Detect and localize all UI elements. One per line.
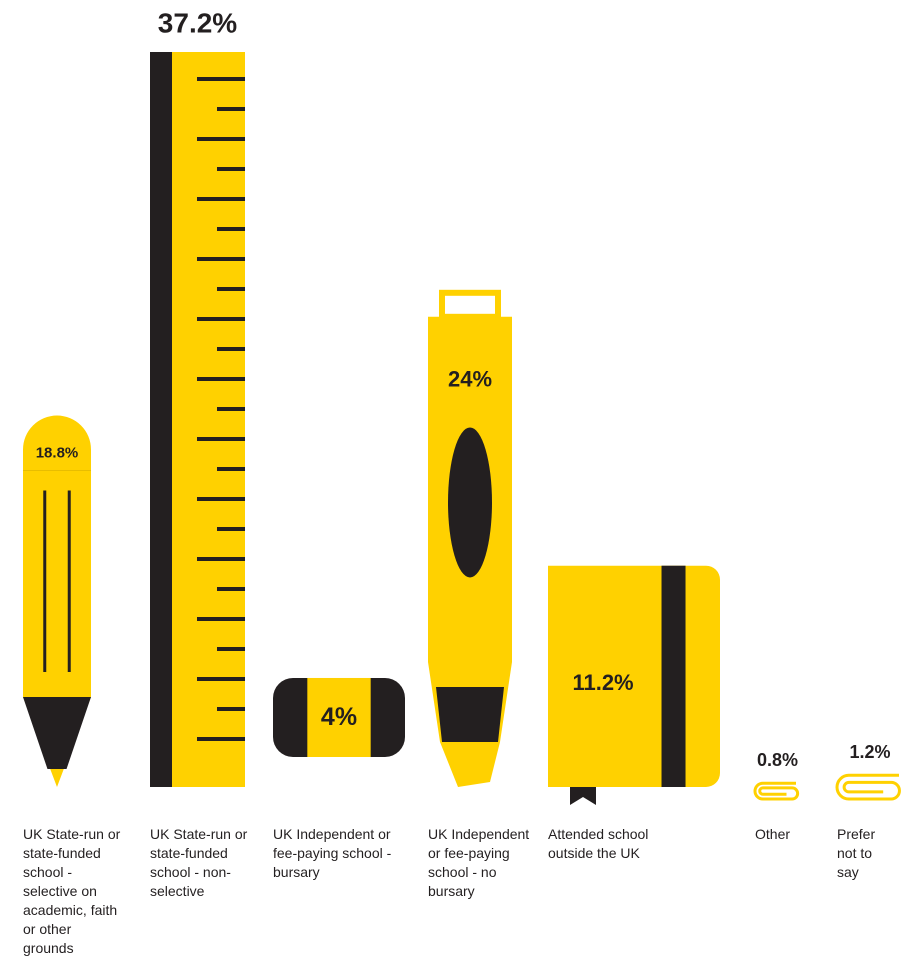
pencil-body: [23, 415, 91, 787]
ruler-tick: [197, 557, 245, 561]
ruler-tick: [197, 377, 245, 381]
highlighter-window: [448, 427, 492, 578]
category-label: Prefer not to say: [837, 826, 876, 880]
category-label: UK Independent or fee-paying school - bu…: [273, 826, 392, 880]
ruler-tick: [217, 707, 245, 711]
pencil-tip: [23, 697, 91, 769]
ruler-tick: [217, 587, 245, 591]
ruler-tick: [197, 77, 245, 81]
ruler-tick: [197, 737, 245, 741]
ruler-tick: [217, 347, 245, 351]
value-label: 37.2%: [158, 7, 237, 38]
ruler-tick: [197, 317, 245, 321]
ruler-tick: [197, 617, 245, 621]
ruler-tick: [197, 197, 245, 201]
ruler-tick: [217, 107, 245, 111]
category-label: UK Independent or fee-paying school - no…: [428, 826, 530, 899]
ruler-tick: [197, 257, 245, 261]
eraser-sleeve: [307, 677, 371, 757]
ruler-tick: [197, 437, 245, 441]
value-label: 1.2%: [849, 742, 890, 762]
ruler-tick: [217, 527, 245, 531]
value-label: 4%: [321, 703, 357, 731]
value-label: 0.8%: [757, 750, 798, 770]
paperclip: [753, 781, 800, 801]
ruler-tick: [217, 467, 245, 471]
ruler-tick: [217, 287, 245, 291]
ruler-tick: [197, 497, 245, 501]
ruler-tick: [217, 407, 245, 411]
ruler-tick: [197, 137, 245, 141]
highlighter-cap: [439, 289, 501, 320]
category-label: Attended school outside the UK: [548, 826, 649, 861]
ruler-tick: [217, 167, 245, 171]
value-label: 18.8%: [36, 445, 79, 462]
ruler-tick: [197, 677, 245, 681]
category-label: Other: [755, 826, 791, 842]
paperclip: [835, 773, 901, 801]
ruler-tick: [217, 647, 245, 651]
highlighter-grip: [436, 687, 504, 742]
notebook-ribbon: [570, 787, 596, 805]
ruler-tick: [217, 227, 245, 231]
category-label: UK State-run or state-funded school - se…: [23, 826, 121, 956]
value-label: 24%: [448, 367, 492, 392]
value-label: 11.2%: [572, 670, 633, 695]
ruler-stripe: [150, 52, 172, 787]
notebook-band: [661, 565, 686, 787]
category-label: UK State-run or state-funded school - no…: [150, 826, 248, 899]
